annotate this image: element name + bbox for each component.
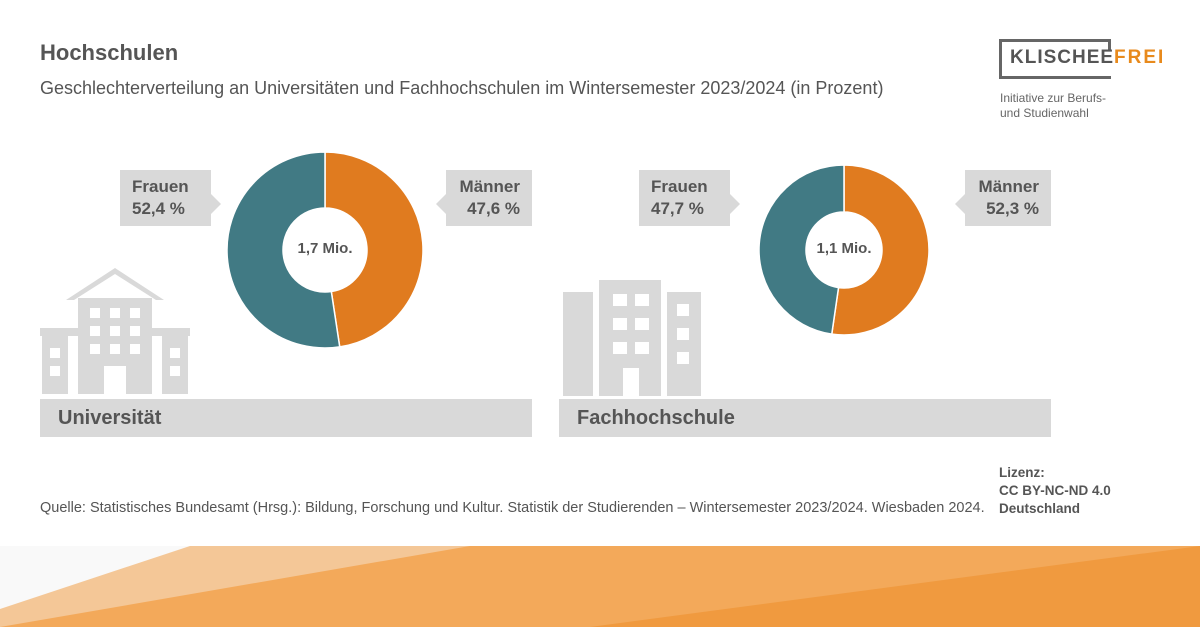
license: Lizenz: CC BY-NC-ND 4.0 Deutschland [999, 464, 1111, 518]
uni-center-label: 1,7 Mio. [297, 240, 353, 257]
fh-label-bar: Fachhochschule [559, 399, 1051, 437]
logo [999, 39, 1111, 79]
legend-label: Frauen [132, 177, 189, 196]
legend-label: Frauen [651, 177, 708, 196]
tagline-1: Initiative zur Berufs- [1000, 91, 1107, 105]
fh-maenner-callout: Männer 52,3 % [955, 170, 1051, 226]
legend-label: Männer [978, 177, 1039, 196]
data-label: 52,3 % [986, 199, 1039, 218]
uni-maenner-callout: Männer 47,6 % [436, 170, 532, 226]
license-l3: Deutschland [999, 501, 1081, 516]
subtitle: Geschlechterverteilung an Universitäten … [40, 78, 884, 98]
data-label: 47,7 % [651, 199, 704, 218]
logo-word2: FREI [1114, 47, 1166, 68]
page-title: Hochschulen [40, 40, 179, 65]
legend-label: Männer [459, 177, 520, 196]
decorative-footer-band [0, 546, 1200, 627]
data-label: 47,6 % [467, 199, 520, 218]
fh-center-label: 1,1 Mio. [816, 240, 872, 257]
source-note: Quelle: Statistisches Bundesamt (Hrsg.):… [40, 500, 985, 516]
uni-frauen-callout: Frauen 52,4 % [120, 170, 221, 226]
logo-tagline: Initiative zur Berufs-und Studienwahl [1000, 91, 1106, 121]
license-l1: Lizenz: [999, 465, 1045, 480]
license-l2: CC BY-NC-ND 4.0 [999, 483, 1111, 498]
fh-frauen-callout: Frauen 47,7 % [639, 170, 740, 226]
fachhochschule-building-icon [563, 280, 701, 396]
data-label: 52,4 % [132, 199, 185, 218]
tagline-2: und Studienwahl [1000, 106, 1089, 120]
university-building-icon [40, 268, 190, 394]
uni-label-bar: Universität [40, 399, 532, 437]
logo-word1: KLISCHEE [1010, 47, 1115, 68]
